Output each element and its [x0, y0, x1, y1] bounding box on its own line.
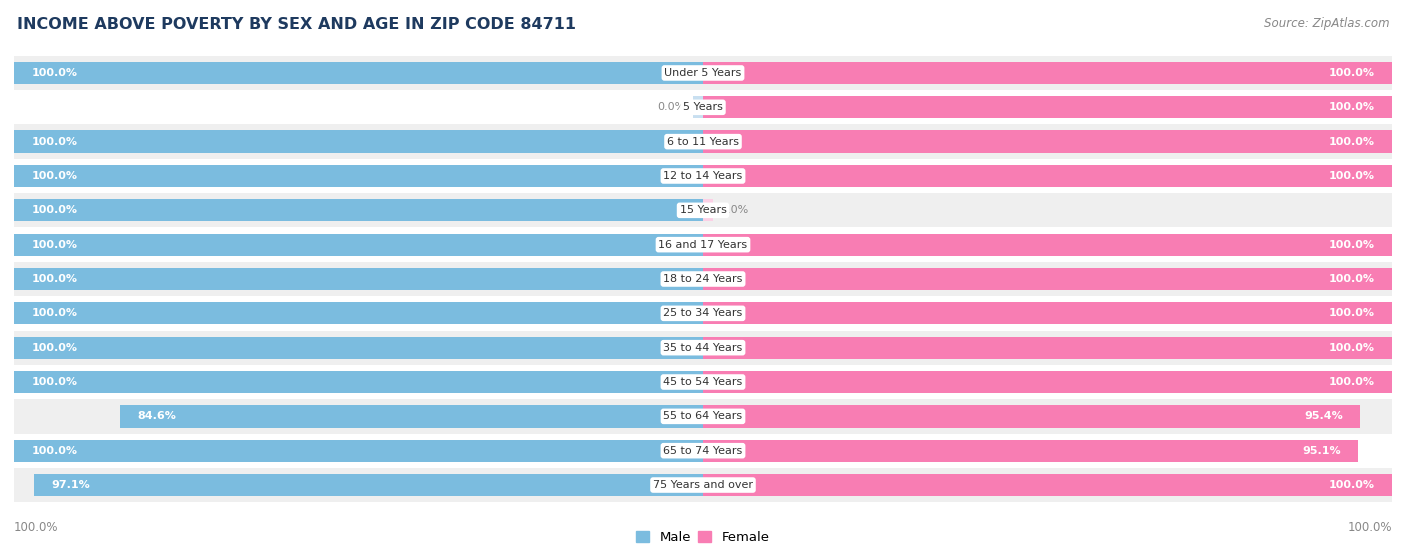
Text: 75 Years and over: 75 Years and over	[652, 480, 754, 490]
Bar	[14, 165, 703, 187]
Bar	[703, 131, 1392, 153]
Text: 100.0%: 100.0%	[1329, 240, 1375, 249]
Legend: Male, Female: Male, Female	[631, 526, 775, 549]
Text: 95.1%: 95.1%	[1302, 446, 1341, 456]
Text: 6 to 11 Years: 6 to 11 Years	[666, 137, 740, 147]
Text: 100.0%: 100.0%	[31, 137, 77, 147]
Text: 100.0%: 100.0%	[1329, 68, 1375, 78]
Bar	[693, 96, 703, 118]
Text: 15 Years: 15 Years	[679, 205, 727, 215]
Bar	[14, 336, 703, 359]
Text: 100.0%: 100.0%	[1329, 309, 1375, 318]
Text: 100.0%: 100.0%	[1329, 137, 1375, 147]
Bar	[703, 371, 1392, 393]
Bar	[14, 268, 703, 290]
Bar	[14, 233, 703, 256]
Bar	[14, 434, 1392, 468]
Text: 16 and 17 Years: 16 and 17 Years	[658, 240, 748, 249]
Text: 100.0%: 100.0%	[1329, 377, 1375, 387]
Text: 100.0%: 100.0%	[1329, 102, 1375, 112]
Text: 5 Years: 5 Years	[683, 102, 723, 112]
Bar	[34, 474, 703, 496]
Text: 100.0%: 100.0%	[1329, 343, 1375, 353]
Text: 100.0%: 100.0%	[31, 68, 77, 78]
Text: 100.0%: 100.0%	[31, 309, 77, 318]
Bar	[14, 90, 1392, 124]
Text: 12 to 14 Years: 12 to 14 Years	[664, 171, 742, 181]
Bar	[14, 124, 1392, 159]
Text: 35 to 44 Years: 35 to 44 Years	[664, 343, 742, 353]
Bar	[14, 131, 703, 153]
Bar	[14, 440, 703, 462]
Text: 100.0%: 100.0%	[1329, 171, 1375, 181]
Bar	[703, 268, 1392, 290]
Bar	[14, 330, 1392, 365]
Bar	[703, 440, 1358, 462]
Text: 18 to 24 Years: 18 to 24 Years	[664, 274, 742, 284]
Text: 100.0%: 100.0%	[1329, 274, 1375, 284]
Text: 100.0%: 100.0%	[31, 205, 77, 215]
Text: Under 5 Years: Under 5 Years	[665, 68, 741, 78]
Text: 84.6%: 84.6%	[138, 411, 176, 421]
Bar	[703, 474, 1392, 496]
Text: 95.4%: 95.4%	[1305, 411, 1343, 421]
Bar	[703, 336, 1392, 359]
Text: Source: ZipAtlas.com: Source: ZipAtlas.com	[1264, 17, 1389, 30]
Text: 100.0%: 100.0%	[31, 240, 77, 249]
Text: 100.0%: 100.0%	[31, 274, 77, 284]
Text: 0.0%: 0.0%	[658, 102, 686, 112]
Text: 100.0%: 100.0%	[31, 446, 77, 456]
Text: 97.1%: 97.1%	[51, 480, 90, 490]
Bar	[14, 199, 703, 222]
Bar	[14, 62, 703, 84]
Bar	[14, 365, 1392, 399]
Text: 55 to 64 Years: 55 to 64 Years	[664, 411, 742, 421]
Bar	[14, 228, 1392, 262]
Text: 100.0%: 100.0%	[31, 377, 77, 387]
Text: 100.0%: 100.0%	[31, 343, 77, 353]
Bar	[14, 302, 703, 325]
Text: 100.0%: 100.0%	[1329, 480, 1375, 490]
Bar	[14, 193, 1392, 228]
Bar	[14, 399, 1392, 434]
Bar	[14, 262, 1392, 296]
Text: 100.0%: 100.0%	[1347, 521, 1392, 534]
Bar	[14, 56, 1392, 90]
Bar	[703, 96, 1392, 118]
Bar	[703, 62, 1392, 84]
Bar	[14, 296, 1392, 330]
Text: 100.0%: 100.0%	[31, 171, 77, 181]
Text: 25 to 34 Years: 25 to 34 Years	[664, 309, 742, 318]
Text: 65 to 74 Years: 65 to 74 Years	[664, 446, 742, 456]
Text: 45 to 54 Years: 45 to 54 Years	[664, 377, 742, 387]
Bar	[14, 468, 1392, 502]
Bar	[14, 371, 703, 393]
Text: 100.0%: 100.0%	[14, 521, 59, 534]
Bar	[703, 165, 1392, 187]
Text: 0.0%: 0.0%	[720, 205, 748, 215]
Bar	[703, 405, 1360, 427]
Bar	[120, 405, 703, 427]
Text: INCOME ABOVE POVERTY BY SEX AND AGE IN ZIP CODE 84711: INCOME ABOVE POVERTY BY SEX AND AGE IN Z…	[17, 17, 576, 32]
Bar	[14, 159, 1392, 193]
Bar	[703, 302, 1392, 325]
Bar	[703, 233, 1392, 256]
Bar	[703, 199, 713, 222]
